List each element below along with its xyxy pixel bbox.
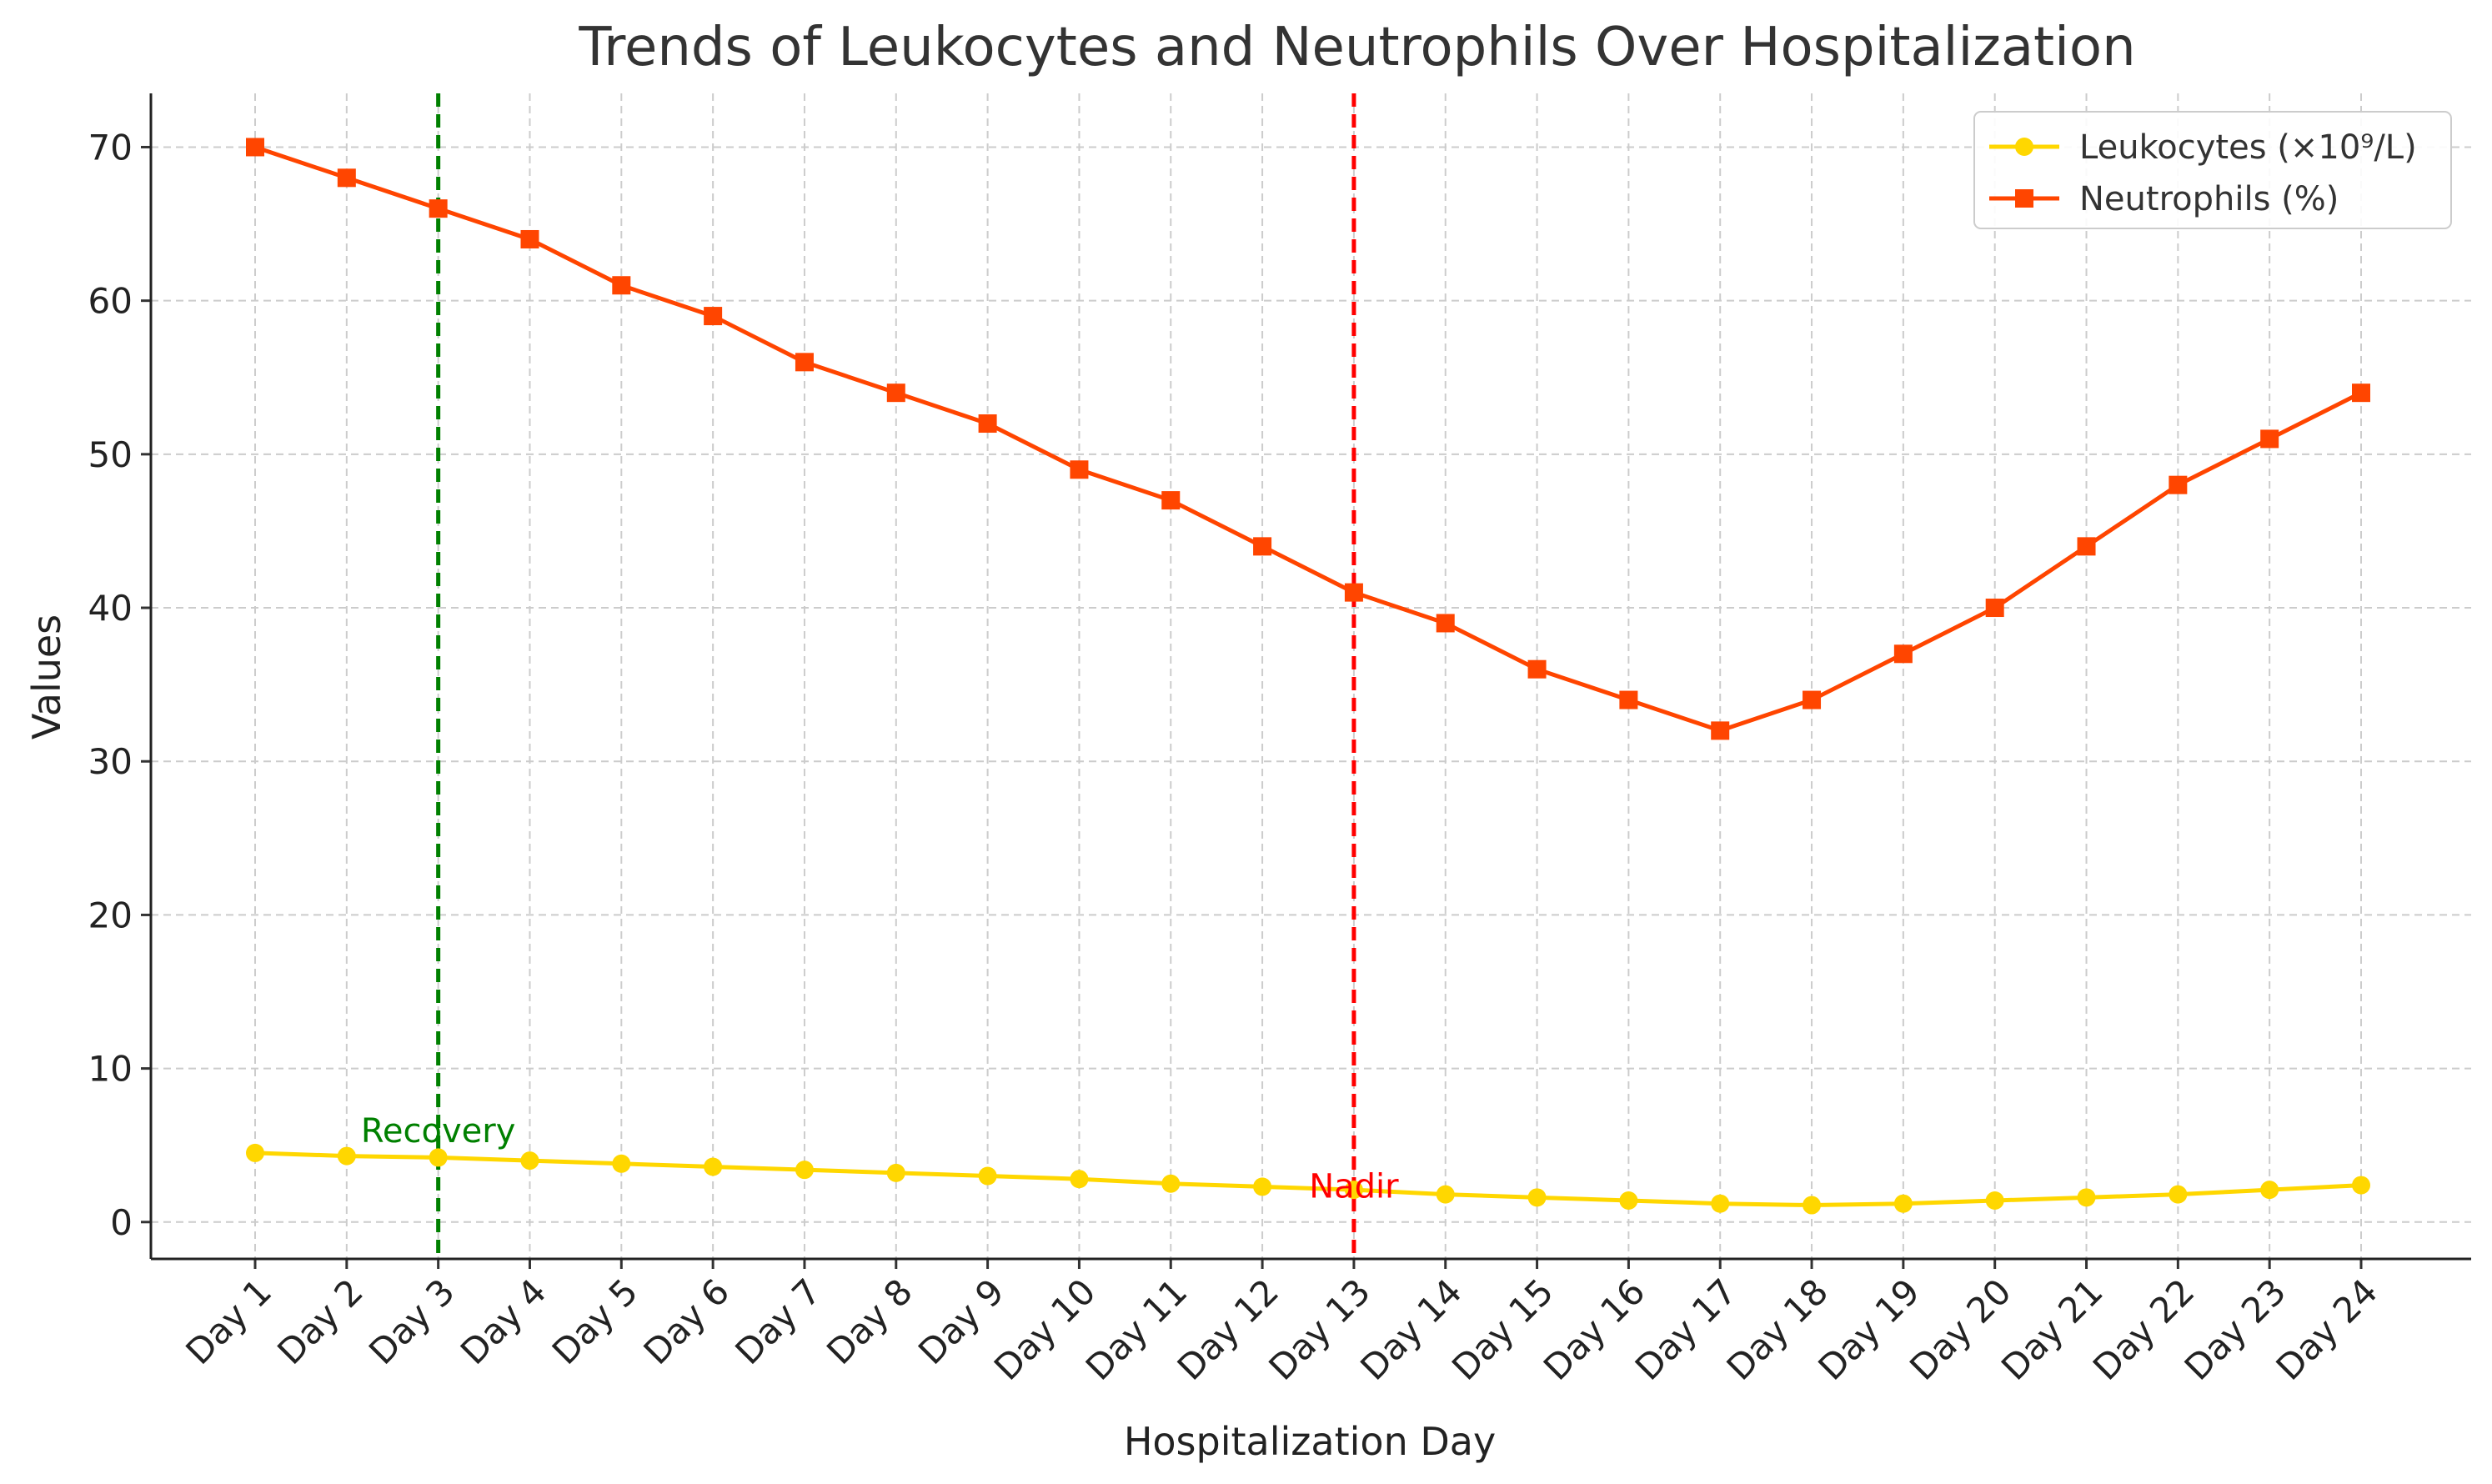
- data-point: [2260, 1181, 2279, 1200]
- series-neutrophils: [246, 138, 2370, 740]
- data-point: [1161, 1174, 1181, 1193]
- data-point: [1344, 583, 1363, 602]
- data-point: [1619, 690, 1638, 709]
- legend-marker: [2015, 189, 2033, 208]
- data-point: [429, 199, 448, 218]
- data-point: [1070, 460, 1089, 479]
- data-point: [1253, 1177, 1272, 1196]
- data-point: [2352, 1176, 2370, 1195]
- data-point: [1711, 1194, 1730, 1213]
- chart-title: Trends of Leukocytes and Neutrophils Ove…: [578, 17, 2135, 78]
- data-point: [520, 1151, 539, 1171]
- data-point: [2260, 429, 2279, 449]
- data-point: [978, 414, 997, 434]
- data-point: [1803, 690, 1822, 709]
- data-point: [1619, 1191, 1638, 1211]
- data-point: [2169, 475, 2188, 494]
- data-point: [886, 384, 905, 403]
- data-point: [1985, 599, 2004, 618]
- data-point: [1436, 614, 1455, 633]
- data-point: [1436, 1185, 1455, 1204]
- series-line: [254, 145, 2363, 733]
- y-tick-label: 10: [88, 1049, 133, 1090]
- annotation-recovery: Recovery: [361, 1112, 515, 1151]
- data-point: [1344, 1181, 1363, 1200]
- data-point: [246, 138, 264, 157]
- data-point: [246, 1143, 264, 1162]
- annotations: Recovery Nadir: [361, 1112, 1399, 1206]
- legend-marker: [2015, 138, 2033, 156]
- y-axis-label: Values: [24, 614, 69, 739]
- series-group: [246, 138, 2370, 1215]
- data-point: [795, 353, 814, 372]
- legend-item: Leukocytes (×10⁹/L): [1989, 128, 2417, 167]
- data-point: [612, 276, 631, 295]
- y-tick-label: 30: [88, 741, 133, 782]
- data-point: [1253, 537, 1272, 556]
- x-axis-label: Hospitalization Day: [1124, 1419, 1496, 1464]
- annotation-nadir: Nadir: [1309, 1167, 1399, 1206]
- data-point: [337, 1146, 356, 1166]
- data-point: [337, 168, 356, 188]
- data-point: [2077, 1188, 2096, 1207]
- data-point: [2169, 1185, 2188, 1204]
- legend: Leukocytes (×10⁹/L) Neutrophils (%): [1973, 111, 2452, 229]
- series-leukocytes: [246, 1143, 2370, 1215]
- data-point: [704, 307, 723, 326]
- data-point: [1527, 659, 1547, 679]
- data-point: [1527, 1188, 1547, 1207]
- y-tick-label: 40: [88, 588, 133, 629]
- data-point: [1893, 1194, 1913, 1213]
- data-point: [795, 1161, 814, 1180]
- reference-lines: [436, 93, 1356, 1259]
- y-tick-label: 50: [88, 434, 133, 475]
- data-point: [1803, 1196, 1822, 1215]
- y-tick-label: 60: [88, 281, 133, 322]
- legend-item: Neutrophils (%): [1989, 180, 2339, 218]
- data-point: [520, 229, 539, 248]
- data-point: [978, 1166, 997, 1186]
- data-point: [886, 1163, 905, 1182]
- data-point: [2077, 537, 2096, 556]
- y-tick-label: 20: [88, 895, 133, 935]
- data-point: [612, 1154, 631, 1173]
- legend-box: [1973, 111, 2452, 229]
- data-point: [429, 1148, 448, 1167]
- data-point: [1985, 1191, 2004, 1211]
- data-point: [2352, 384, 2370, 403]
- data-point: [1711, 721, 1730, 740]
- data-point: [1161, 491, 1181, 510]
- data-point: [1070, 1170, 1089, 1189]
- y-tick-label: 0: [110, 1202, 133, 1243]
- data-point: [1893, 644, 1913, 664]
- series-line: [254, 1151, 2362, 1208]
- data-point: [704, 1157, 723, 1176]
- legend-label: Neutrophils (%): [2079, 180, 2339, 218]
- legend-label: Leukocytes (×10⁹/L): [2079, 128, 2417, 167]
- y-tick-label: 70: [88, 127, 133, 168]
